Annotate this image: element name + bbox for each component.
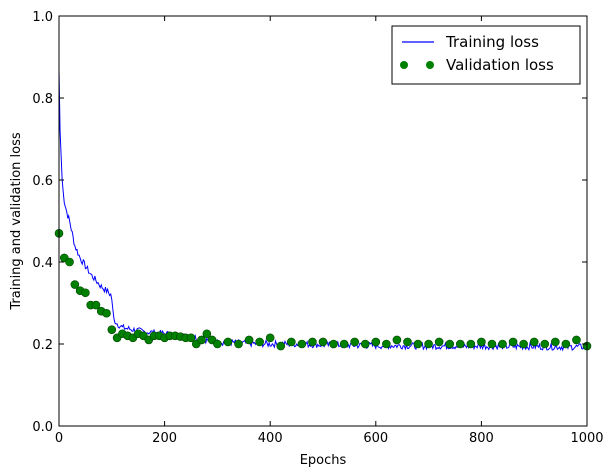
axis-ticks: 0 200 400 600 800 1000 0.0 0.2 0.4 0.6 0.8 1.0 xyxy=(32,10,603,446)
y-tick-label: 0.8 xyxy=(32,92,53,107)
x-tick-label: 400 xyxy=(258,431,283,446)
y-tick-label: 1.0 xyxy=(32,10,53,25)
y-tick-label: 0.0 xyxy=(32,420,53,435)
y-tick-label: 0.6 xyxy=(32,174,53,189)
y-tick-label: 0.2 xyxy=(32,338,53,353)
plot-area xyxy=(54,69,592,352)
validation-loss-point xyxy=(572,335,581,345)
validation-loss-point xyxy=(107,325,117,334)
legend-training-label: Training loss xyxy=(445,33,539,51)
x-tick-label: 0 xyxy=(55,431,63,446)
y-axis-label: Training and validation loss xyxy=(9,132,24,310)
validation-loss-point xyxy=(223,337,233,347)
validation-loss-point xyxy=(413,339,423,349)
validation-loss-point xyxy=(308,337,317,347)
validation-loss-point xyxy=(508,337,518,347)
x-tick-label: 800 xyxy=(469,431,494,446)
validation-loss-point xyxy=(276,341,286,351)
validation-loss-point xyxy=(403,337,412,347)
validation-loss-point xyxy=(213,339,222,349)
validation-loss-point xyxy=(318,337,328,347)
validation-loss-point xyxy=(350,337,359,347)
validation-loss-point xyxy=(561,339,571,349)
validation-loss-point xyxy=(392,335,402,345)
x-tick-label: 200 xyxy=(152,431,177,446)
validation-loss-point xyxy=(551,337,560,347)
x-tick-label: 1000 xyxy=(570,431,603,446)
validation-loss-point xyxy=(91,300,101,310)
validation-loss-point xyxy=(540,339,550,349)
validation-loss-point xyxy=(287,337,296,347)
validation-loss-point xyxy=(498,339,507,349)
validation-loss-point xyxy=(466,339,476,349)
validation-loss-point xyxy=(519,339,528,349)
validation-loss-point xyxy=(234,339,243,349)
validation-loss-point xyxy=(329,339,338,349)
validation-loss-point xyxy=(477,337,486,347)
legend-validation-label: Validation loss xyxy=(446,56,554,74)
validation-loss-point xyxy=(360,339,370,349)
validation-loss-point xyxy=(102,308,111,318)
y-tick-label: 0.4 xyxy=(32,256,53,271)
validation-loss-point xyxy=(445,339,455,349)
validation-loss-point xyxy=(255,337,264,347)
validation-loss-point xyxy=(424,339,433,349)
x-axis-label: Epochs xyxy=(300,453,347,468)
validation-loss-point xyxy=(434,337,444,347)
validation-loss-point xyxy=(244,335,254,345)
legend-box xyxy=(391,25,581,85)
x-tick-label: 600 xyxy=(363,431,388,446)
validation-loss-point xyxy=(65,257,74,267)
legend-validation-marker xyxy=(400,61,408,69)
plot-frame xyxy=(58,15,588,427)
validation-loss-point xyxy=(455,339,465,349)
validation-loss-point xyxy=(371,337,381,347)
legend: Training loss Validation loss xyxy=(391,25,581,85)
validation-loss-point xyxy=(202,329,212,339)
validation-loss-point xyxy=(265,333,275,343)
validation-loss-point xyxy=(487,339,497,349)
validation-loss-point xyxy=(339,339,349,349)
validation-loss-point xyxy=(186,333,196,343)
validation-loss-point xyxy=(529,337,539,347)
validation-loss-point xyxy=(70,280,80,289)
legend-validation-marker xyxy=(426,61,434,69)
validation-loss-point xyxy=(382,339,391,349)
validation-loss-point xyxy=(297,339,307,349)
validation-loss-point xyxy=(197,335,206,345)
validation-loss-point xyxy=(81,288,90,298)
training-loss-line xyxy=(58,69,588,352)
